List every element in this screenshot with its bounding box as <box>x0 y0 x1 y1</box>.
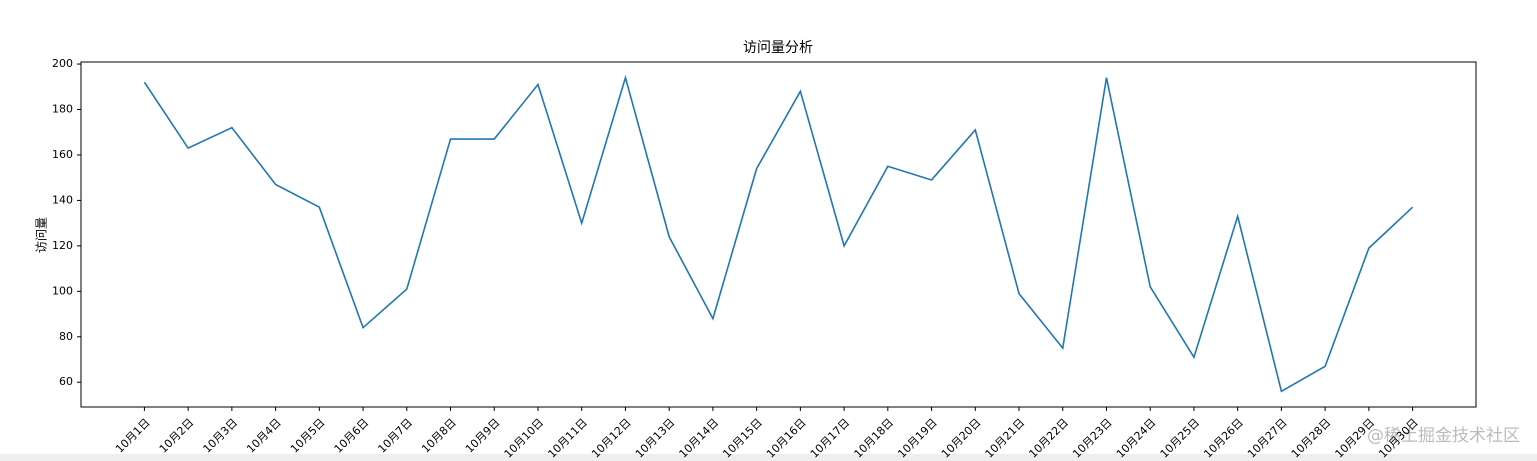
x-tick-label: 10月15日 <box>720 416 765 461</box>
bottom-bar <box>0 454 1537 461</box>
x-tick-label: 10月4日 <box>244 416 284 456</box>
x-tick-label: 10月21日 <box>983 416 1028 461</box>
chart-title: 访问量分析 <box>743 40 813 56</box>
x-tick-label: 10月17日 <box>808 416 853 461</box>
x-tick-label: 10月22日 <box>1026 416 1071 461</box>
x-tick-label: 10月2日 <box>157 416 197 456</box>
y-tick-label: 200 <box>52 57 73 70</box>
x-tick-label: 10月6日 <box>332 416 372 456</box>
x-tick-label: 10月12日 <box>589 416 634 461</box>
x-tick-label: 10月11日 <box>545 416 590 461</box>
y-tick-label: 60 <box>59 375 73 388</box>
x-tick-label: 10月1日 <box>113 416 153 456</box>
x-tick-label: 10月28日 <box>1289 416 1334 461</box>
x-tick-label: 10月7日 <box>375 416 415 456</box>
x-tick-label: 10月14日 <box>677 416 722 461</box>
watermark: @稀土掘金技术社区 <box>1367 426 1520 446</box>
y-tick-label: 160 <box>52 148 73 161</box>
x-tick-label: 10月26日 <box>1201 416 1246 461</box>
x-tick-label: 10月18日 <box>852 416 897 461</box>
x-tick-label: 10月3日 <box>201 416 241 456</box>
x-tick-label: 10月9日 <box>463 416 503 456</box>
y-axis-label: 访问量 <box>35 217 49 253</box>
x-tick-label: 10月25日 <box>1158 416 1203 461</box>
x-tick-label: 10月23日 <box>1070 416 1115 461</box>
x-tick-label: 10月13日 <box>633 416 678 461</box>
x-tick-label: 10月10日 <box>502 416 547 461</box>
x-tick-label: 10月5日 <box>288 416 328 456</box>
y-tick-label: 80 <box>59 330 73 343</box>
y-tick-label: 180 <box>52 103 73 116</box>
y-tick-label: 140 <box>52 193 73 206</box>
x-tick-label: 10月27日 <box>1245 416 1290 461</box>
x-tick-label: 10月20日 <box>939 416 984 461</box>
plot-frame <box>80 61 1477 408</box>
x-tick-label: 10月19日 <box>895 416 940 461</box>
x-tick-label: 10月24日 <box>1114 416 1159 461</box>
x-tick-label: 10月8日 <box>419 416 459 456</box>
y-tick-label: 120 <box>52 239 73 252</box>
x-tick-label: 10月16日 <box>764 416 809 461</box>
line-series <box>143 74 1414 393</box>
y-tick-label: 100 <box>52 284 73 297</box>
